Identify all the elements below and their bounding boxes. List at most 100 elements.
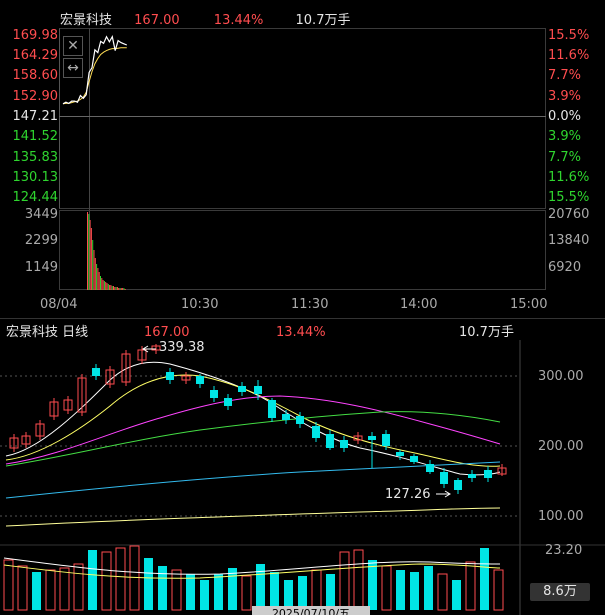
candle-body — [282, 414, 290, 420]
volume-bar — [270, 572, 279, 610]
axis-tick: 147.21 — [12, 109, 59, 124]
candle-body — [497, 467, 507, 475]
volume-bar — [437, 573, 448, 611]
volume-bar — [122, 288, 124, 290]
volume-bar — [116, 287, 118, 290]
candle-body — [484, 470, 492, 478]
volume-bar — [113, 286, 114, 290]
candle-body — [49, 401, 59, 417]
volume-bar — [214, 574, 223, 610]
volume-bar — [111, 286, 113, 290]
candle-body — [196, 376, 204, 384]
ma30-line — [5, 411, 501, 467]
volume-bar — [102, 280, 104, 290]
ma60-line — [5, 461, 501, 499]
candle-body — [92, 368, 100, 376]
volume-bar — [144, 558, 153, 610]
candle-body — [468, 474, 476, 478]
volume-bar — [103, 281, 105, 290]
candle-body — [210, 390, 218, 398]
volume-bar — [120, 288, 122, 290]
vol-axis-tick: 13840 — [548, 233, 590, 248]
axis-tick: 152.90 — [12, 89, 59, 104]
intraday-header: 宏景科技 167.00 13.44% 10.7万手 — [60, 13, 540, 28]
axis-tick: 11.6% — [548, 170, 590, 185]
expand-icon[interactable]: ↔ — [63, 58, 83, 78]
vol-axis-tick: 20760 — [548, 207, 590, 222]
candle-body — [238, 386, 246, 392]
intraday-price-chart — [62, 35, 128, 105]
axis-tick: 15.5% — [548, 190, 590, 205]
candle-body — [440, 472, 448, 484]
axis-tick: 130.13 — [12, 170, 59, 185]
candle-body — [340, 440, 348, 448]
volume-bar — [107, 284, 109, 290]
date-cursor-text: 2025/07/10/五 — [271, 607, 351, 615]
candle-body — [254, 386, 262, 394]
volume-bar — [480, 548, 489, 610]
vol-axis-tick: 3449 — [24, 207, 58, 222]
candle-body — [63, 399, 73, 411]
prev-close-line — [59, 116, 546, 117]
candle-body — [121, 353, 131, 383]
volume-bar — [368, 560, 377, 610]
time-tick: 15:00 — [510, 297, 548, 312]
candle-body — [382, 434, 390, 446]
candle-body — [312, 426, 320, 438]
vol-axis-top: 23.20 — [545, 543, 583, 558]
daily-volume: 10.7万手 — [459, 325, 514, 340]
vol-axis-tick: 1149 — [24, 260, 58, 275]
candle-body — [224, 398, 232, 406]
vol-ma-line — [3, 563, 501, 579]
axis-tick: 124.44 — [12, 190, 59, 205]
axis-tick: 135.83 — [12, 150, 59, 165]
volume-bar — [92, 240, 94, 290]
volume-bar — [284, 580, 293, 610]
volume-bar — [106, 283, 108, 290]
volume-bar — [123, 288, 125, 290]
daily-chart — [0, 340, 605, 615]
volume-bar — [110, 285, 112, 290]
daily-change: 13.44% — [276, 325, 326, 340]
daily-axis-tick: 100.00 — [538, 509, 584, 524]
axis-tick: 164.29 — [12, 48, 59, 63]
date-cursor-label: 2025/07/10/五 — [252, 606, 370, 615]
volume-bar — [89, 220, 91, 290]
volume-bar — [339, 551, 350, 611]
volume-bar — [45, 569, 56, 611]
volume-bar — [200, 580, 209, 610]
axis-tick: 0.0% — [548, 109, 582, 124]
volume-bar — [73, 563, 84, 611]
close-icon[interactable]: ✕ — [63, 36, 83, 56]
volume-bar — [100, 276, 101, 290]
axis-tick: 15.5% — [548, 28, 590, 43]
price-line — [62, 35, 128, 105]
time-tick: 08/04 — [40, 297, 78, 312]
volume-bar — [105, 282, 107, 290]
volume-bar — [311, 569, 322, 611]
candle-body — [454, 480, 462, 490]
time-tick: 11:30 — [291, 297, 329, 312]
axis-tick: 141.52 — [12, 129, 59, 144]
volume-bar — [115, 547, 126, 611]
stock-name: 宏景科技 — [60, 13, 113, 28]
volume-bar — [228, 568, 237, 610]
volume-bar — [3, 559, 14, 611]
candle-body — [326, 434, 334, 448]
candle-body — [368, 436, 376, 440]
axis-tick: 169.98 — [12, 28, 59, 43]
volume-bar — [101, 278, 103, 290]
ma10-line — [5, 374, 501, 467]
volume-bar — [256, 564, 265, 610]
change-percent: 13.44% — [213, 13, 264, 28]
volume-bar — [119, 288, 121, 290]
candle-body — [166, 372, 174, 380]
volume-bar — [87, 212, 88, 290]
candle-body — [105, 369, 115, 385]
axis-tick: 11.6% — [548, 48, 590, 63]
volume-bar — [115, 287, 117, 290]
volume-bar — [88, 550, 97, 610]
candle-body — [137, 349, 147, 361]
daily-title: 宏景科技 日线 — [6, 325, 89, 340]
candle-body — [77, 377, 87, 413]
